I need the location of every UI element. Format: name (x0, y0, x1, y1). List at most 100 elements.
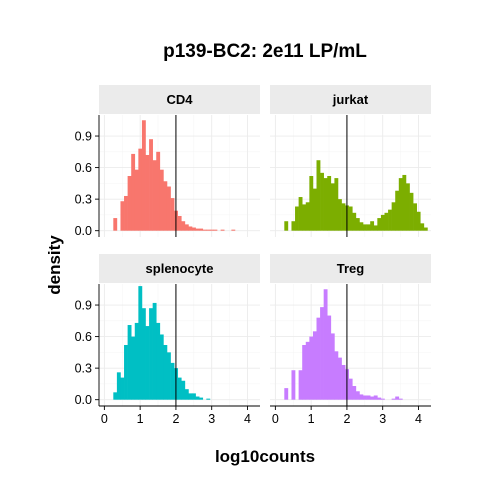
histogram-bar (202, 229, 207, 231)
histogram-bar (145, 326, 150, 400)
histogram-bar (166, 352, 171, 400)
histogram-bar (134, 169, 139, 231)
histogram-bar (309, 336, 314, 400)
y-tick-label: 0.6 (75, 161, 92, 175)
y-tick-label: 0.3 (75, 193, 92, 207)
facet-panels: CD4 0.0 0.3 0.6 0.9 jurkat splenocyte 0.0 0.3 0.6… (75, 85, 431, 426)
histogram-bar (398, 178, 403, 231)
y-tick-label: 0.9 (75, 130, 92, 144)
histogram-bar (220, 229, 225, 231)
facet-strip-label: CD4 (166, 92, 193, 107)
histogram-bar (355, 391, 360, 400)
histogram-bar (388, 209, 392, 231)
histogram-bar (327, 176, 332, 231)
facet-panel-splenocyte: splenocyte 0.0 0.3 0.6 0.9 0 1 2 3 4 (75, 254, 260, 426)
histogram-bar (352, 212, 357, 231)
histogram-bar (298, 197, 303, 231)
histogram-bar (423, 227, 428, 231)
x-tick-label: 0 (272, 412, 279, 426)
histogram-bar (363, 395, 367, 400)
histogram-bar (159, 169, 164, 231)
facet-strip-label: Treg (337, 261, 365, 276)
histogram-bar (134, 322, 139, 400)
histogram-bar (370, 396, 375, 400)
histogram-bar (199, 228, 204, 231)
histogram-bar (366, 224, 371, 231)
histogram-bar (395, 396, 400, 400)
histogram-bar (284, 388, 289, 400)
histogram-bar (359, 222, 364, 231)
histogram-bar (327, 315, 332, 400)
histogram-bar (124, 195, 128, 231)
histogram-bar (152, 302, 157, 400)
histogram-bar (341, 364, 346, 400)
histogram-bar (359, 394, 364, 400)
histogram-bar (309, 176, 314, 231)
histogram-bar (188, 393, 193, 400)
histogram-bar (348, 378, 353, 400)
histogram-bar (334, 351, 339, 400)
histogram-bar (181, 380, 186, 400)
histogram-bar (138, 148, 143, 231)
histogram-bar (391, 202, 396, 231)
histogram-bar (395, 190, 400, 231)
histogram-bar (199, 397, 204, 400)
histogram-bar (192, 227, 196, 231)
histogram-bar (330, 333, 335, 400)
y-tick-label: 0.9 (75, 299, 92, 313)
histogram-bar (352, 386, 357, 400)
histogram-bar (373, 225, 378, 231)
histogram-bar (156, 151, 161, 231)
x-tick-label: 4 (415, 412, 422, 426)
histogram-bar (409, 192, 414, 231)
histogram-bar (316, 317, 321, 400)
histogram-bar (355, 218, 360, 231)
histogram-bar (302, 204, 307, 231)
histogram-bar (184, 224, 189, 231)
x-tick-label: 3 (208, 412, 215, 426)
histogram-bar (127, 176, 132, 231)
histogram-bar (377, 218, 382, 231)
histogram-bar (366, 395, 371, 400)
histogram-bar (305, 202, 310, 231)
histogram-bar (295, 206, 299, 231)
histogram-bar (138, 286, 143, 400)
facet-panel-cd4: CD4 0.0 0.3 0.6 0.9 (75, 85, 260, 238)
histogram-bar (377, 397, 382, 400)
histogram-bar (291, 370, 296, 400)
histogram-bar (323, 289, 328, 400)
histogram-bar (149, 139, 153, 231)
histogram-bar (416, 211, 421, 231)
histogram-bar (141, 308, 146, 400)
y-axis-title: density (45, 235, 64, 295)
facet-strip (270, 85, 431, 114)
histogram-bar (213, 229, 218, 231)
histogram-bar (113, 218, 118, 231)
histogram-bar (402, 174, 407, 231)
histogram-bar (337, 357, 342, 400)
x-tick-label: 1 (137, 412, 144, 426)
histogram-bar (413, 203, 417, 231)
histogram-bar (291, 221, 296, 231)
histogram-bar (188, 226, 193, 231)
histogram-bar (152, 160, 157, 231)
histogram-bar (348, 206, 353, 231)
y-tick-label: 0.3 (75, 362, 92, 376)
x-tick-label: 3 (379, 412, 386, 426)
x-tick-label: 2 (172, 412, 179, 426)
histogram-bar (284, 221, 289, 231)
x-tick-label: 1 (308, 412, 315, 426)
facet-strip (99, 85, 260, 114)
histogram-bar (320, 307, 324, 400)
histogram-bar (305, 341, 310, 400)
histogram-bar (116, 372, 121, 400)
histogram-bar (341, 203, 346, 231)
histogram-bar (405, 183, 410, 231)
histogram-bar (330, 183, 335, 231)
y-tick-label: 0.0 (75, 224, 92, 238)
facet-strip-label: splenocyte (146, 261, 214, 276)
histogram-bar (206, 229, 211, 231)
histogram-bar (373, 395, 378, 400)
histogram-bar (141, 120, 146, 231)
